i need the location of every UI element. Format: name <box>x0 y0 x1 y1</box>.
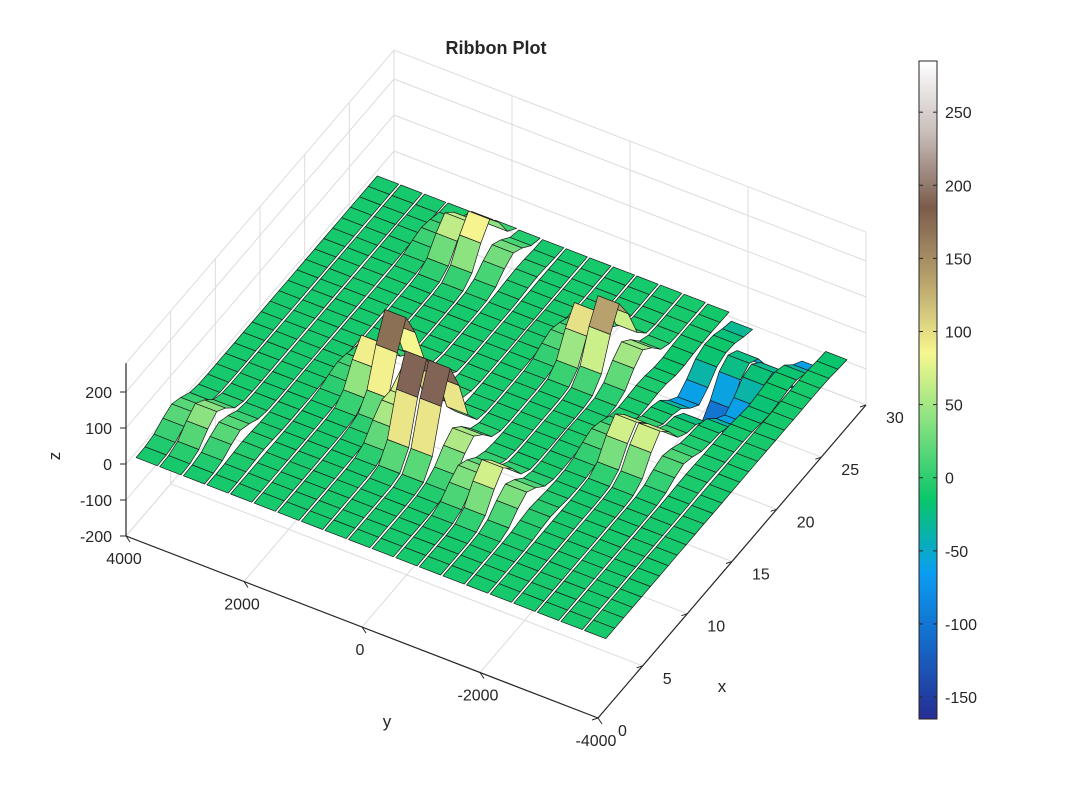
ribbon <box>560 360 824 630</box>
ribbon-segment <box>230 483 262 503</box>
colorbar-fill <box>918 60 938 720</box>
colorbar: -150 -100 -50 0 50 100 150 200 250 <box>918 60 977 720</box>
z-tick-label: 100 <box>85 421 112 438</box>
y-tick-label: -2000 <box>458 688 499 705</box>
ribbon-segment <box>395 546 427 567</box>
z-axis-label: z <box>45 452 64 461</box>
y-tick-label: -4000 <box>576 733 617 750</box>
x-tick-label: 30 <box>886 410 904 427</box>
colorbar-tick-label: -150 <box>945 690 977 707</box>
ribbon <box>159 184 423 476</box>
colorbar-ticks: -150 -100 -50 0 50 100 150 200 250 <box>919 105 977 707</box>
ribbon-segment <box>489 583 521 603</box>
colorbar-tick-label: 150 <box>945 251 972 268</box>
ribbon <box>182 193 447 485</box>
ribbon-segment <box>348 528 380 549</box>
z-tick-label: -200 <box>80 529 112 546</box>
colorbar-tick-label: 200 <box>945 178 972 195</box>
y-axis-label: y <box>383 712 392 731</box>
ribbon-segment <box>300 510 332 530</box>
y-tick-label: 0 <box>356 642 365 659</box>
ribbon-segment <box>442 565 474 585</box>
ribbon-segment <box>277 501 309 521</box>
x-tick-label: 20 <box>797 514 815 531</box>
colorbar-tick-label: -50 <box>945 544 968 561</box>
ribbon-segment <box>536 601 568 621</box>
y-tick-label: 2000 <box>224 597 260 614</box>
ribbon-segment <box>371 537 403 558</box>
colorbar-tick-label: 100 <box>945 325 972 342</box>
ribbon <box>513 350 777 612</box>
ribbon-segment <box>418 556 450 576</box>
ribbon-segment <box>324 519 356 539</box>
chart-title: Ribbon Plot <box>446 38 547 58</box>
ribbon <box>135 175 399 467</box>
x-tick-label: 10 <box>707 619 725 636</box>
ribbon <box>418 284 683 576</box>
ribbon-segment <box>560 610 592 630</box>
ribbon <box>442 293 706 585</box>
ribbon-segment <box>253 492 285 512</box>
x-tick-label: 0 <box>618 723 627 740</box>
ribbon-segment <box>182 464 214 485</box>
axes-lines <box>120 363 867 725</box>
colorbar-tick-label: 0 <box>945 471 954 488</box>
ribbon <box>277 229 541 521</box>
colorbar-tick-label: 50 <box>945 398 963 415</box>
x-tick-label: 15 <box>752 567 770 584</box>
ribbon <box>584 351 848 640</box>
ribbons <box>135 175 848 640</box>
z-tick-label: 0 <box>103 457 112 474</box>
colorbar-tick-label: 250 <box>945 105 972 122</box>
x-tick-label: 25 <box>841 462 859 479</box>
x-axis-label: x <box>718 677 727 696</box>
ribbon-segment <box>135 446 167 467</box>
ribbon-segment <box>513 592 545 612</box>
colorbar-tick-label: -100 <box>945 617 977 634</box>
ribbon-segment <box>466 574 498 594</box>
tick-labels: 0 5 10 15 20 25 30 -4000 -2000 0 2000 4000 -200 -100 0… <box>80 385 904 750</box>
ribbon <box>489 320 753 603</box>
y-tick-label: 4000 <box>106 551 142 568</box>
z-tick-label: 200 <box>85 385 112 402</box>
ribbon <box>348 257 612 549</box>
ribbon-segment <box>159 455 191 476</box>
ribbon-segment <box>584 619 616 640</box>
x-tick-label: 5 <box>663 671 672 688</box>
ribbon <box>536 362 801 621</box>
z-tick-label: -100 <box>80 493 112 510</box>
ribbon-segment <box>206 474 238 494</box>
